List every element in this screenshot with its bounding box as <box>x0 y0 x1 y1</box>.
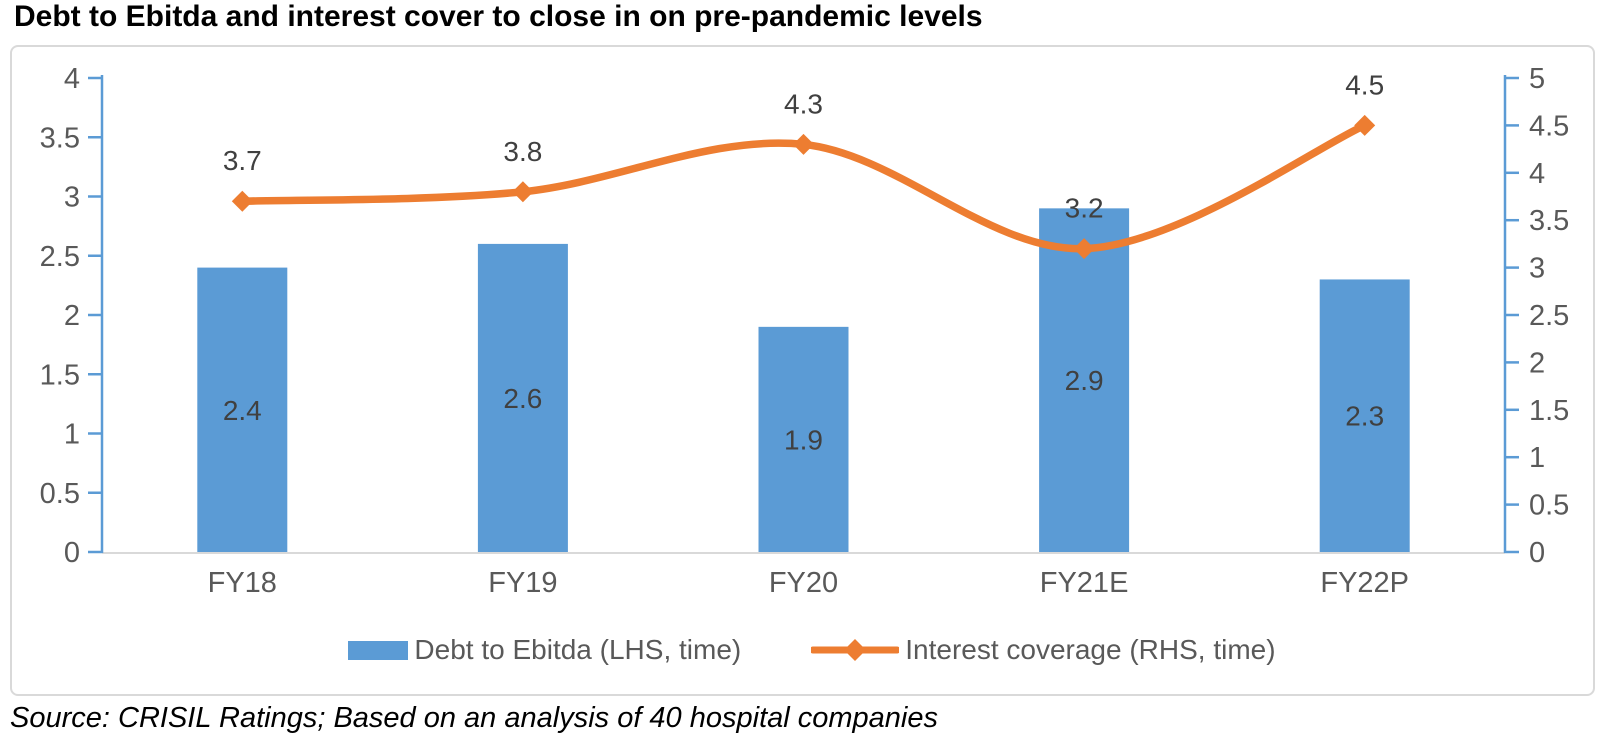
line-marker-fy21e <box>1073 238 1095 260</box>
left-axis-tick-label: 0.5 <box>40 478 80 510</box>
source-note: Source: CRISIL Ratings; Based on an anal… <box>10 702 938 734</box>
bar-fy19 <box>477 243 568 552</box>
bar-swatch-icon <box>348 640 409 660</box>
left-axis-tick-label: 0 <box>64 537 80 569</box>
line-marker-fy18 <box>231 190 253 212</box>
right-axis-tick-label: 1 <box>1529 442 1545 474</box>
left-axis-tick-label: 1 <box>64 419 80 451</box>
right-axis-tick-label: 3.5 <box>1529 205 1569 237</box>
bar-label-fy19: 2.6 <box>503 383 542 414</box>
bar-label-fy20: 1.9 <box>784 424 823 455</box>
line-label-fy21e: 3.2 <box>1065 193 1104 224</box>
line-label-fy22p: 4.5 <box>1345 69 1384 100</box>
bar-fy18 <box>197 267 288 552</box>
line-label-fy19: 3.8 <box>503 136 542 167</box>
line-marker-fy22p <box>1354 114 1376 136</box>
legend-item-interest-coverage: Interest coverage (RHS, time) <box>811 634 1276 666</box>
line-marker-swatch-icon <box>811 639 900 661</box>
bar-fy21e <box>1039 208 1130 552</box>
left-axis-tick-label: 4 <box>64 63 80 95</box>
right-axis-tick-label: 4 <box>1529 158 1545 190</box>
chart-title: Debt to Ebitda and interest cover to clo… <box>14 0 983 33</box>
legend-item-debt-to-ebitda: Debt to Ebitda (LHS, time) <box>348 634 741 666</box>
line-marker-fy20 <box>793 133 814 155</box>
right-axis-tick-label: 1.5 <box>1529 395 1569 427</box>
category-label-fy22p: FY22P <box>1320 567 1409 599</box>
chart-legend: Debt to Ebitda (LHS, time) Interest cove… <box>0 634 1624 666</box>
line-label-fy18: 3.7 <box>223 145 262 176</box>
category-label-fy21e: FY21E <box>1040 567 1129 599</box>
line-marker-fy19 <box>512 181 534 203</box>
right-axis-tick-label: 5 <box>1529 63 1545 95</box>
bar-fy20 <box>758 326 849 552</box>
line-label-fy20: 4.3 <box>784 88 823 119</box>
legend-label-interest-coverage: Interest coverage (RHS, time) <box>905 634 1276 665</box>
right-axis-tick-label: 2.5 <box>1529 300 1569 332</box>
bar-label-fy21e: 2.9 <box>1065 365 1104 396</box>
right-axis-tick-label: 3 <box>1529 253 1545 285</box>
left-axis-tick-label: 3 <box>64 182 80 214</box>
bar-label-fy22p: 2.3 <box>1345 401 1384 432</box>
legend-label-debt-to-ebitda: Debt to Ebitda (LHS, time) <box>414 634 742 665</box>
bar-label-fy18: 2.4 <box>223 395 262 426</box>
left-axis-tick-label: 3.5 <box>40 122 80 154</box>
category-label-fy20: FY20 <box>769 567 838 599</box>
right-axis-tick-label: 0.5 <box>1529 490 1569 522</box>
right-axis-tick-label: 2 <box>1529 347 1545 379</box>
right-axis-tick-label: 4.5 <box>1529 110 1569 142</box>
left-axis-tick-label: 2.5 <box>40 241 80 273</box>
right-axis-tick-label: 0 <box>1529 537 1545 569</box>
category-label-fy18: FY18 <box>208 567 277 599</box>
category-label-fy19: FY19 <box>488 567 557 599</box>
left-axis-tick-label: 1.5 <box>40 359 80 391</box>
bar-fy22p <box>1319 279 1410 552</box>
left-axis-tick-label: 2 <box>64 300 80 332</box>
